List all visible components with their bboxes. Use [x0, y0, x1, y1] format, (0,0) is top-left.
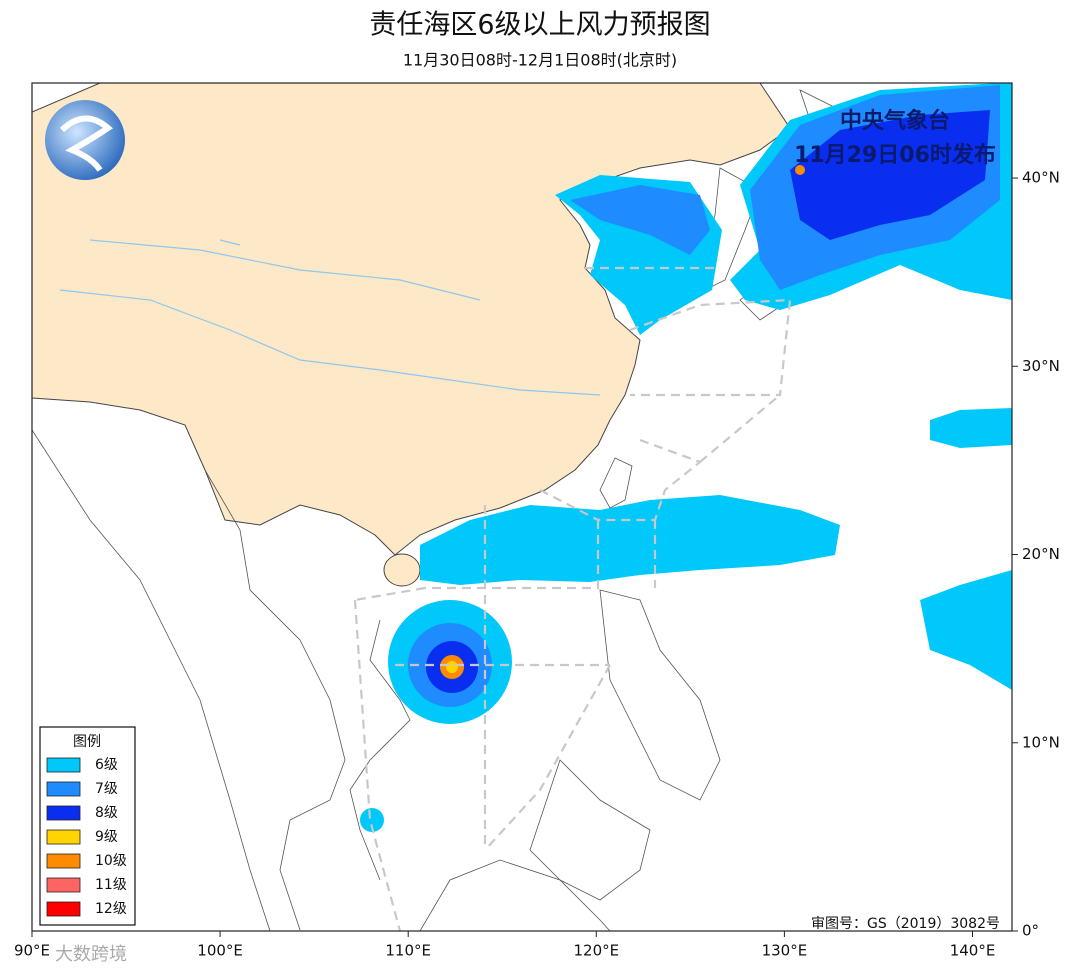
- axes: 90°E 100°E 110°E 120°E 130°E 140°E 0° 10°N 20°N 3…: [14, 169, 1060, 960]
- wind-area: [790, 110, 990, 240]
- taiwan: [599, 457, 633, 509]
- legend-label: 6级: [95, 757, 118, 773]
- legend-label: 12级: [95, 901, 127, 917]
- legend-swatch: [46, 877, 81, 893]
- legend-swatch: [46, 805, 81, 821]
- subtitle: 11月30日08时-12月1日08时(北京时): [403, 51, 677, 70]
- y-tick-label: 40°N: [1022, 169, 1060, 187]
- x-tick-label: 140°E: [950, 942, 996, 960]
- philippines: [529, 589, 721, 901]
- issuer: 中央气象台: [840, 108, 950, 134]
- x-tick-label: 130°E: [762, 942, 808, 960]
- wind-area: [795, 165, 805, 175]
- wind-area: [920, 570, 1012, 690]
- legend: 图例 6级 7级 8级 9级 10级 11级 12级: [39, 726, 136, 926]
- myanmar: [32, 429, 271, 931]
- legend-swatch: [46, 757, 81, 773]
- sea-zones: [353, 266, 792, 931]
- legend-label: 8级: [95, 805, 118, 821]
- x-tick-label: 100°E: [197, 942, 243, 960]
- y-tick-label: 20°N: [1022, 545, 1060, 563]
- x-tick-label: 110°E: [385, 942, 431, 960]
- x-tick-label: 120°E: [573, 942, 619, 960]
- legend-title: 图例: [73, 734, 101, 750]
- issue-time: 11月29日06时发布: [794, 142, 996, 168]
- legend-label: 7级: [95, 781, 118, 797]
- x-tick-label: 90°E: [14, 942, 50, 960]
- wind-area: [360, 808, 384, 832]
- indochina: [204, 469, 411, 931]
- watermark: 大数跨境: [55, 944, 127, 965]
- legend-label: 11级: [95, 877, 127, 893]
- wind-area: [446, 661, 458, 673]
- hainan: [383, 553, 421, 587]
- map: [32, 83, 1012, 931]
- borneo: [419, 859, 611, 931]
- y-tick-label: 0°: [1022, 922, 1039, 940]
- legend-swatch: [46, 829, 81, 845]
- title: 责任海区6级以上风力预报图: [369, 10, 710, 41]
- legend-label: 10级: [95, 853, 127, 869]
- legend-swatch: [46, 901, 81, 917]
- y-tick-label: 10°N: [1022, 733, 1060, 751]
- wind-area: [570, 185, 710, 255]
- wind-area: [930, 408, 1012, 448]
- china-land: [32, 83, 791, 556]
- legend-label: 9级: [95, 829, 118, 845]
- logo: [45, 100, 125, 180]
- review-number: 审图号：GS（2019）3082号: [811, 916, 1000, 932]
- y-tick-label: 30°N: [1022, 357, 1060, 375]
- map-frame: [31, 82, 1013, 932]
- legend-swatch: [46, 853, 81, 869]
- wind-area: [420, 495, 840, 585]
- legend-swatch: [46, 781, 81, 797]
- rivers: [59, 239, 601, 396]
